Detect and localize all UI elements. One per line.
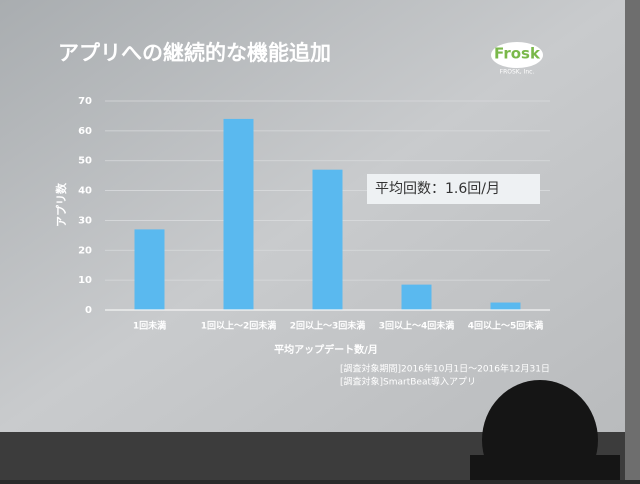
y-tick-label: 60 xyxy=(78,126,92,137)
annotation: 平均回数：1.6回/月 xyxy=(375,181,500,197)
bar xyxy=(223,118,254,311)
x-tick-label: 1回以上～2回未満 xyxy=(201,320,277,332)
y-tick-label: 50 xyxy=(78,156,92,167)
y-tick-label: 10 xyxy=(78,275,92,286)
y-axis-label: アプリ数 xyxy=(54,182,68,227)
audience-body xyxy=(470,455,620,480)
wall xyxy=(625,0,640,480)
annotation-box xyxy=(367,174,540,204)
bar xyxy=(490,302,521,310)
logo-sub: FROSK, Inc. xyxy=(500,69,535,76)
x-axis-label: 平均アップデート数/月 xyxy=(274,343,378,356)
logo: Frosk xyxy=(494,45,541,63)
bar xyxy=(401,284,432,310)
x-tick-label: 2回以上～3回未満 xyxy=(290,320,366,332)
note: [調査対象期間]2016年10月1日～2016年12月31日 xyxy=(340,363,550,375)
y-tick-label: 40 xyxy=(78,186,92,197)
logo-badge xyxy=(491,42,543,68)
x-tick-label: 1回未満 xyxy=(133,320,166,332)
y-tick-label: 20 xyxy=(78,245,92,256)
bar xyxy=(134,229,165,310)
y-tick-label: 70 xyxy=(78,96,92,107)
chart-title: アプリへの継続的な機能追加 xyxy=(58,41,331,65)
y-tick-label: 0 xyxy=(85,305,92,316)
x-tick-label: 3回以上～4回未満 xyxy=(379,320,455,332)
note: [調査対象]SmartBeat導入アプリ xyxy=(340,376,476,388)
y-tick-label: 30 xyxy=(78,215,92,226)
x-tick-label: 4回以上～5回未満 xyxy=(468,320,544,332)
bar xyxy=(312,169,343,310)
